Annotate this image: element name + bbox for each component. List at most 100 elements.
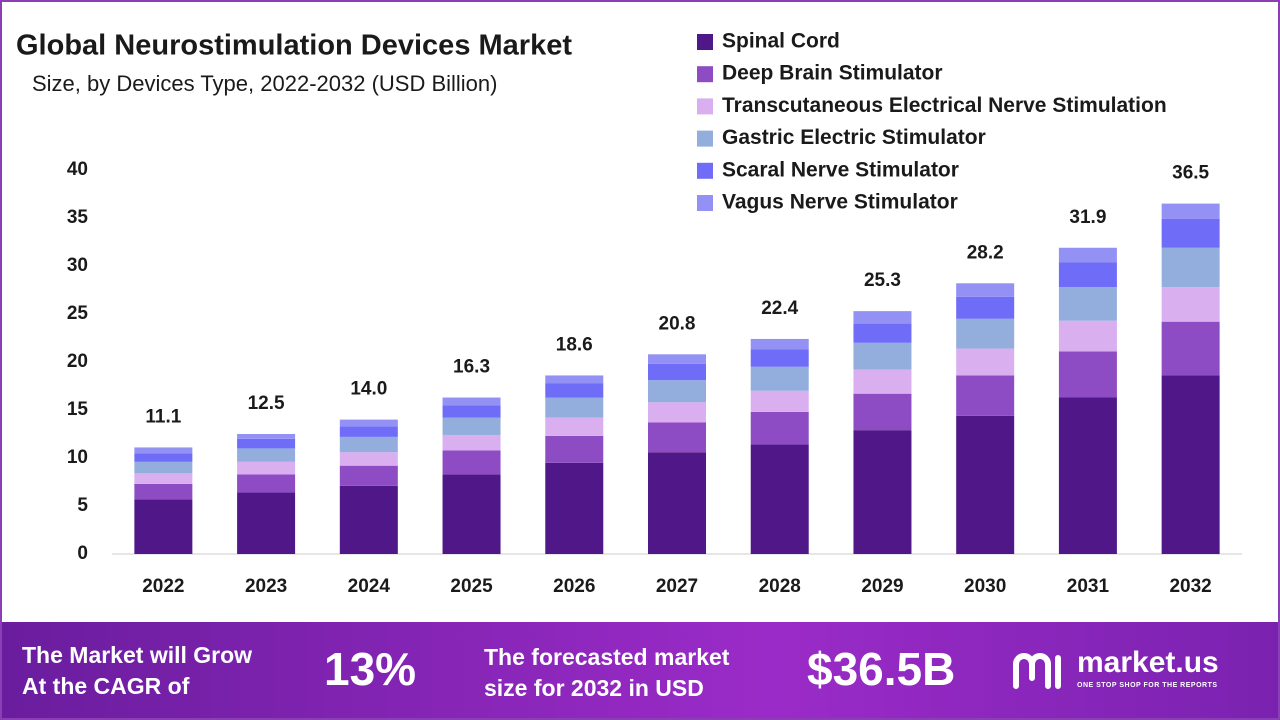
bar-segment [750,349,809,367]
legend-swatch [697,98,713,115]
bar-segment [1161,321,1220,376]
y-tick-label: 25 [67,303,89,324]
legend-swatch [697,34,713,50]
bar-segment [1161,375,1220,554]
brand: market.us [1077,646,1219,679]
bar-segment [545,397,604,418]
bar-segment [237,474,296,493]
y-tick-label: 10 [67,447,88,468]
total-label: 11.1 [145,406,181,427]
bar-segment [545,462,604,554]
bar-segment [956,318,1015,349]
bar-segment [1058,320,1117,352]
bar-segment [545,375,604,384]
bar-segment [648,363,706,381]
bar-segment [442,397,501,406]
bar-segment [648,402,706,423]
bar-segment [1161,218,1220,248]
bar-segment [442,434,501,451]
x-tick-label: 2027 [656,576,698,597]
bar-segment [339,485,398,554]
legend-label: Transcutaneous Electrical Nerve Stimulat… [722,94,1167,117]
forecast-text-2: size for 2032 in USD [484,675,704,701]
y-tick-label: 20 [67,351,88,372]
total-label: 25.3 [864,270,901,291]
cagr-value: 13% [324,643,417,695]
x-tick-label: 2026 [553,576,595,597]
bar-segment [442,474,501,554]
bar-segment [339,436,398,453]
bar-segment [1058,247,1117,263]
bar-segment [545,435,604,463]
x-tick-label: 2023 [245,576,287,597]
bar-segment [134,461,193,474]
legend-swatch [697,130,713,147]
bar-segment [853,311,912,324]
bar-segment [134,499,193,554]
bar-segment [339,426,398,437]
bar-segment [339,465,398,486]
x-tick-label: 2029 [861,576,903,597]
bar-segment [750,338,809,350]
x-tick-label: 2030 [964,576,1006,597]
bar-segment [1058,351,1117,398]
bar-segment [134,447,193,454]
legend-label: Vagus Nerve Stimulator [722,191,958,214]
brand-logo [1013,653,1061,689]
total-label: 22.4 [761,298,798,319]
forecast-text: The forecasted market size for 2032 in US… [484,642,729,704]
legend-label: Spinal Cord [722,30,840,53]
bar-segment [134,473,193,484]
y-tick-label: 30 [67,255,88,276]
x-tick-label: 2022 [142,576,184,597]
bar-segment [853,369,912,394]
total-label: 16.3 [453,357,490,378]
legend-label: Scaral Nerve Stimulator [722,158,959,181]
chart-subtitle: Size, by Devices Type, 2022-2032 (USD Bi… [32,71,497,96]
tagline: ONE STOP SHOP FOR THE REPORTS [1077,682,1218,689]
bar-segment [956,375,1015,416]
bar-segment [237,461,296,475]
x-tick-label: 2028 [759,576,801,597]
bar-segment [648,354,706,364]
total-label: 28.2 [967,242,1004,263]
legend-swatch [697,195,713,211]
total-label: 14.0 [350,379,387,400]
bar-segment [853,430,912,554]
bar-segment [853,323,912,343]
bar-segment [648,380,706,403]
total-label: 18.6 [556,334,593,355]
bar-segment [1058,397,1117,554]
chart-title: Global Neurostimulation Devices Market [16,30,572,62]
cagr-text-1: The Market will Grow [22,642,253,668]
bar-segment [750,444,809,554]
total-label: 31.9 [1069,207,1106,228]
total-label: 36.5 [1172,163,1209,184]
total-label: 12.5 [248,393,285,414]
bar-segment [442,405,501,418]
cagr-text-2: At the CAGR of [22,673,190,699]
bar-segment [545,417,604,436]
chart: Global Neurostimulation Devices Market S… [16,30,1242,597]
y-tick-label: 5 [77,495,88,516]
bar-segment [956,296,1015,319]
bar-segment [1161,247,1220,288]
bar-segment [956,348,1015,376]
bar-segment [134,483,193,500]
y-tick-label: 40 [67,159,88,180]
bar-segment [648,422,706,453]
bar-segment [1058,262,1117,288]
cagr-text: The Market will Grow At the CAGR of [22,640,252,702]
bar-segment [1161,287,1220,322]
bar-segment [339,419,398,427]
legend-label: Gastric Electric Stimulator [722,126,986,149]
legend-label: Deep Brain Stimulator [722,62,943,85]
x-tick-label: 2025 [450,576,493,597]
legend-swatch [697,66,713,83]
bar-segment [750,411,809,445]
legend-swatch [697,162,713,179]
bar-segment [237,448,296,462]
bar-segment [442,450,501,475]
footer-banner: The Market will Grow At the CAGR of 13% T… [2,622,1278,718]
